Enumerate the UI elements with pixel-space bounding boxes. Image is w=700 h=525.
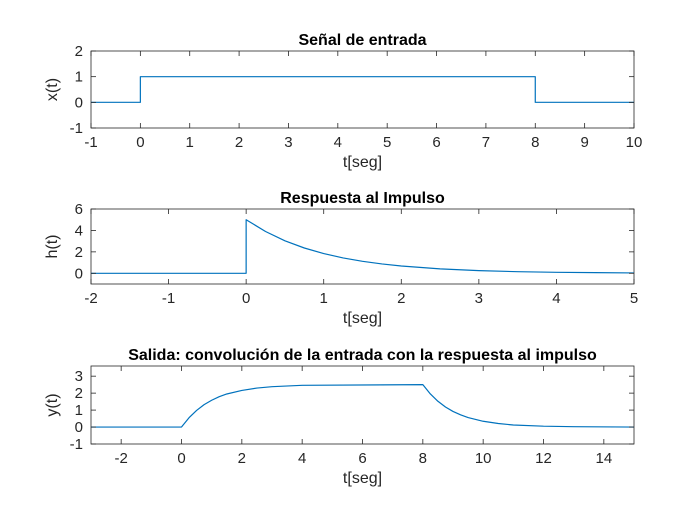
x-tick-label: 3 — [284, 134, 292, 151]
x-tick-label: -1 — [84, 134, 97, 151]
chart-title: Salida: convolución de la entrada con la… — [128, 347, 597, 364]
series-line — [91, 384, 635, 428]
x-tick-label: 12 — [535, 450, 552, 467]
x-tick-label: 0 — [242, 290, 250, 307]
x-tick-label: 0 — [136, 134, 144, 151]
y-tick-label: 1 — [75, 69, 83, 86]
x-tick-label: 1 — [320, 290, 328, 307]
axes-frame — [90, 50, 635, 129]
chart-title: Señal de entrada — [298, 32, 426, 49]
x-tick-label: 14 — [595, 450, 612, 467]
y-axis-label: h(t) — [44, 235, 61, 259]
y-axis-label: x(t) — [44, 78, 61, 101]
x-tick-label: 8 — [531, 134, 539, 151]
y-tick-label: 3 — [75, 368, 83, 385]
y-tick-label: 2 — [75, 43, 83, 60]
x-tick-label: 6 — [358, 450, 366, 467]
subplot-1: -1 0 1 2 3 4 5 6 7 8 9 10 -1 0 1 2 Señal de entrada t[seg… — [44, 32, 642, 171]
x-tick-label: 9 — [580, 134, 588, 151]
x-tick-label: 0 — [177, 450, 185, 467]
y-tick-label: 0 — [75, 265, 83, 282]
x-tick-label: 10 — [475, 450, 492, 467]
axes-frame — [90, 208, 635, 285]
x-tick-label: 6 — [432, 134, 440, 151]
y-tick-label: 4 — [75, 222, 83, 239]
x-axis-label: t[seg] — [343, 470, 382, 487]
x-tick-label: 1 — [186, 134, 194, 151]
x-tick-label: 4 — [552, 290, 560, 307]
x-tick-label: 2 — [235, 134, 243, 151]
x-tick-label: 8 — [419, 450, 427, 467]
y-tick-label: 6 — [75, 201, 83, 218]
x-axis-label: t[seg] — [343, 310, 382, 327]
series-line — [91, 76, 634, 103]
series-line — [91, 219, 635, 274]
x-tick-label: 2 — [397, 290, 405, 307]
y-tick-label: -1 — [70, 436, 83, 453]
y-tick-label: 0 — [75, 419, 83, 436]
y-tick-label: 0 — [75, 94, 83, 111]
x-tick-label: -1 — [162, 290, 175, 307]
subplot-2: -2 -1 0 1 2 3 4 5 0 2 4 6 Respuesta al Impulso t[seg]… — [44, 190, 638, 327]
x-tick-label: 2 — [238, 450, 246, 467]
y-tick-label: 2 — [75, 385, 83, 402]
axes-frame — [90, 365, 635, 445]
x-tick-label: 7 — [482, 134, 490, 151]
chart-title: Respuesta al Impulso — [280, 190, 445, 207]
x-tick-label: 3 — [475, 290, 483, 307]
x-tick-label: 4 — [298, 450, 306, 467]
x-tick-label: -2 — [84, 290, 97, 307]
y-axis-label: y(t) — [44, 393, 61, 416]
x-tick-label: 5 — [630, 290, 638, 307]
x-tick-label: -2 — [114, 450, 127, 467]
x-axis-label: t[seg] — [343, 154, 382, 171]
x-tick-label: 5 — [383, 134, 391, 151]
x-tick-label: 10 — [626, 134, 643, 151]
y-tick-label: 1 — [75, 402, 83, 419]
x-tick-label: 4 — [334, 134, 342, 151]
y-tick-label: 2 — [75, 244, 83, 261]
y-tick-label: -1 — [70, 120, 83, 137]
